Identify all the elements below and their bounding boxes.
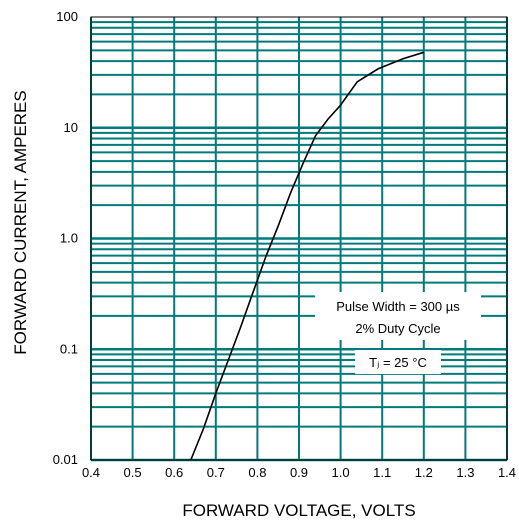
x-tick-labels: 0.4 0.5 0.6 0.7 0.8 0.9 1.0 1.1 1.2 1.3 1.4: [82, 465, 516, 480]
x-tick-label: 0.8: [248, 465, 266, 480]
x-tick-label: 0.9: [290, 465, 308, 480]
y-tick-label: 100: [56, 9, 78, 24]
x-tick-label: 1.1: [373, 465, 391, 480]
x-tick-label: 1.0: [332, 465, 350, 480]
x-axis-title: FORWARD VOLTAGE, VOLTS: [182, 501, 415, 520]
x-tick-label: 1.4: [498, 465, 516, 480]
x-tick-label: 0.6: [165, 465, 183, 480]
junction-temperature-note: Tⱼ = 25 °C: [369, 355, 427, 370]
x-tick-label: 0.7: [207, 465, 225, 480]
conditions-annotation: Pulse Width = 300 µs 2% Duty Cycle Tⱼ = …: [315, 292, 481, 374]
series-line: [190, 51, 425, 461]
x-tick-label: 0.5: [124, 465, 142, 480]
pulse-width-note: Pulse Width = 300 µs: [336, 299, 460, 314]
y-axis-title: FORWARD CURRENT, AMPERES: [11, 90, 30, 354]
plot-frame: [90, 16, 508, 461]
y-tick-label: 10: [64, 120, 78, 135]
duty-cycle-note: 2% Duty Cycle: [355, 321, 440, 336]
annotation-box: [315, 292, 481, 340]
temperature-box: [355, 350, 441, 374]
grid: [90, 17, 508, 462]
y-tick-labels: 100 10 1.0 0.1 0.01: [53, 9, 78, 467]
x-tick-label: 0.4: [82, 465, 100, 480]
y-tick-label: 0.01: [53, 452, 78, 467]
y-tick-label: 0.1: [60, 341, 78, 356]
y-tick-label: 1.0: [60, 231, 78, 246]
x-tick-label: 1.3: [456, 465, 474, 480]
x-tick-label: 1.2: [415, 465, 433, 480]
